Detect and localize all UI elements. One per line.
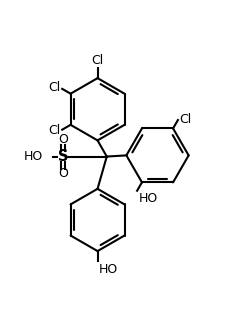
- Text: Cl: Cl: [91, 54, 103, 67]
- Text: O: O: [58, 133, 68, 147]
- Text: O: O: [58, 167, 68, 180]
- Text: HO: HO: [24, 150, 43, 163]
- Text: Cl: Cl: [48, 124, 60, 137]
- Text: HO: HO: [138, 192, 157, 205]
- Text: HO: HO: [98, 263, 117, 276]
- Text: Cl: Cl: [178, 113, 191, 126]
- Text: S: S: [58, 149, 68, 164]
- Text: Cl: Cl: [48, 81, 60, 94]
